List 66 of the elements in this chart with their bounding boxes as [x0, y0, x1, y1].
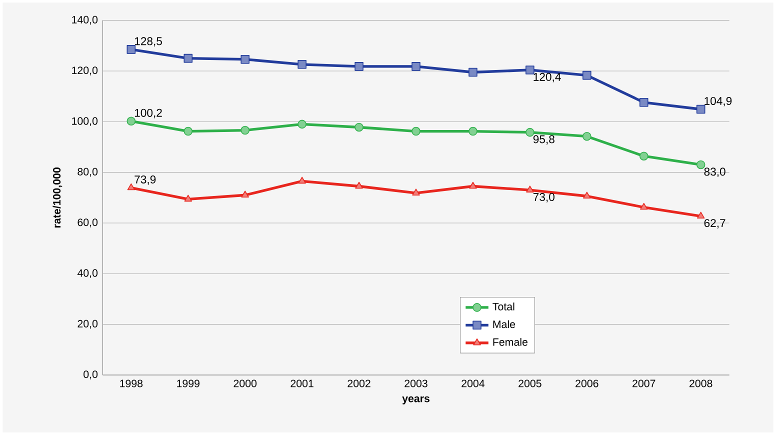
point	[412, 62, 420, 71]
y-tick-label: 120,0	[72, 66, 98, 76]
point	[468, 126, 478, 136]
point	[639, 98, 648, 107]
data-label: 120,4	[534, 72, 561, 82]
point	[184, 54, 193, 63]
data-label: 100,2	[134, 108, 162, 118]
legend-label: Total	[492, 302, 514, 310]
y-tick-label: 0,0	[84, 370, 98, 380]
point	[240, 126, 250, 135]
x-tick-label: 1999	[177, 380, 200, 388]
y-tick-label: 20,0	[78, 320, 98, 329]
point	[583, 192, 591, 199]
legend-label: Male	[493, 320, 516, 328]
x-axis-title: years	[402, 396, 430, 404]
point	[240, 54, 250, 64]
point	[127, 183, 136, 190]
x-tick-label: 2005	[518, 380, 542, 388]
x-tick-label: 2004	[462, 380, 485, 388]
y-tick-label: 80,0	[78, 168, 98, 177]
point	[126, 45, 136, 54]
point	[526, 186, 534, 192]
point	[184, 194, 192, 202]
y-tick-label: 140,0	[72, 16, 98, 25]
x-tick-label: 2001	[290, 380, 314, 388]
data-label: 62,7	[704, 219, 726, 228]
data-label: 104,9	[704, 96, 732, 106]
point	[696, 160, 706, 170]
point	[640, 202, 648, 210]
legend-label: Female	[493, 338, 528, 346]
point	[241, 190, 249, 198]
point	[355, 182, 363, 189]
point	[412, 126, 420, 136]
y-axis-title: rate/100,000	[52, 168, 62, 228]
y-tick-label: 60,0	[78, 218, 98, 228]
data-label: 83,0	[704, 168, 726, 178]
x-tick-label: 2006	[576, 380, 598, 388]
point	[582, 70, 592, 80]
point	[298, 60, 306, 69]
x-tick-label: 2000	[234, 380, 257, 388]
x-tick-label: 2002	[348, 380, 370, 388]
x-tick-label: 2003	[404, 380, 428, 388]
data-label: 95,8	[533, 135, 554, 145]
point	[126, 116, 136, 126]
point	[696, 212, 705, 219]
data-label: 73,0	[533, 193, 554, 202]
point	[184, 126, 193, 136]
point	[582, 132, 592, 141]
point	[468, 68, 478, 77]
point	[354, 122, 364, 132]
point	[298, 176, 306, 184]
point	[526, 66, 534, 74]
x-tick-label: 2007	[632, 380, 656, 388]
point	[298, 120, 306, 129]
point	[639, 152, 648, 161]
y-tick-label: 40,0	[77, 269, 98, 278]
point	[354, 62, 364, 71]
data-label: 73,9	[134, 175, 156, 185]
x-tick-label: 2008	[690, 380, 712, 388]
y-tick-label: 100,0	[72, 117, 98, 126]
point	[412, 188, 420, 196]
point	[469, 182, 477, 189]
point	[696, 104, 706, 114]
point	[526, 128, 534, 137]
data-label: 128,5	[134, 37, 162, 47]
x-tick-label: 1998	[120, 380, 143, 388]
